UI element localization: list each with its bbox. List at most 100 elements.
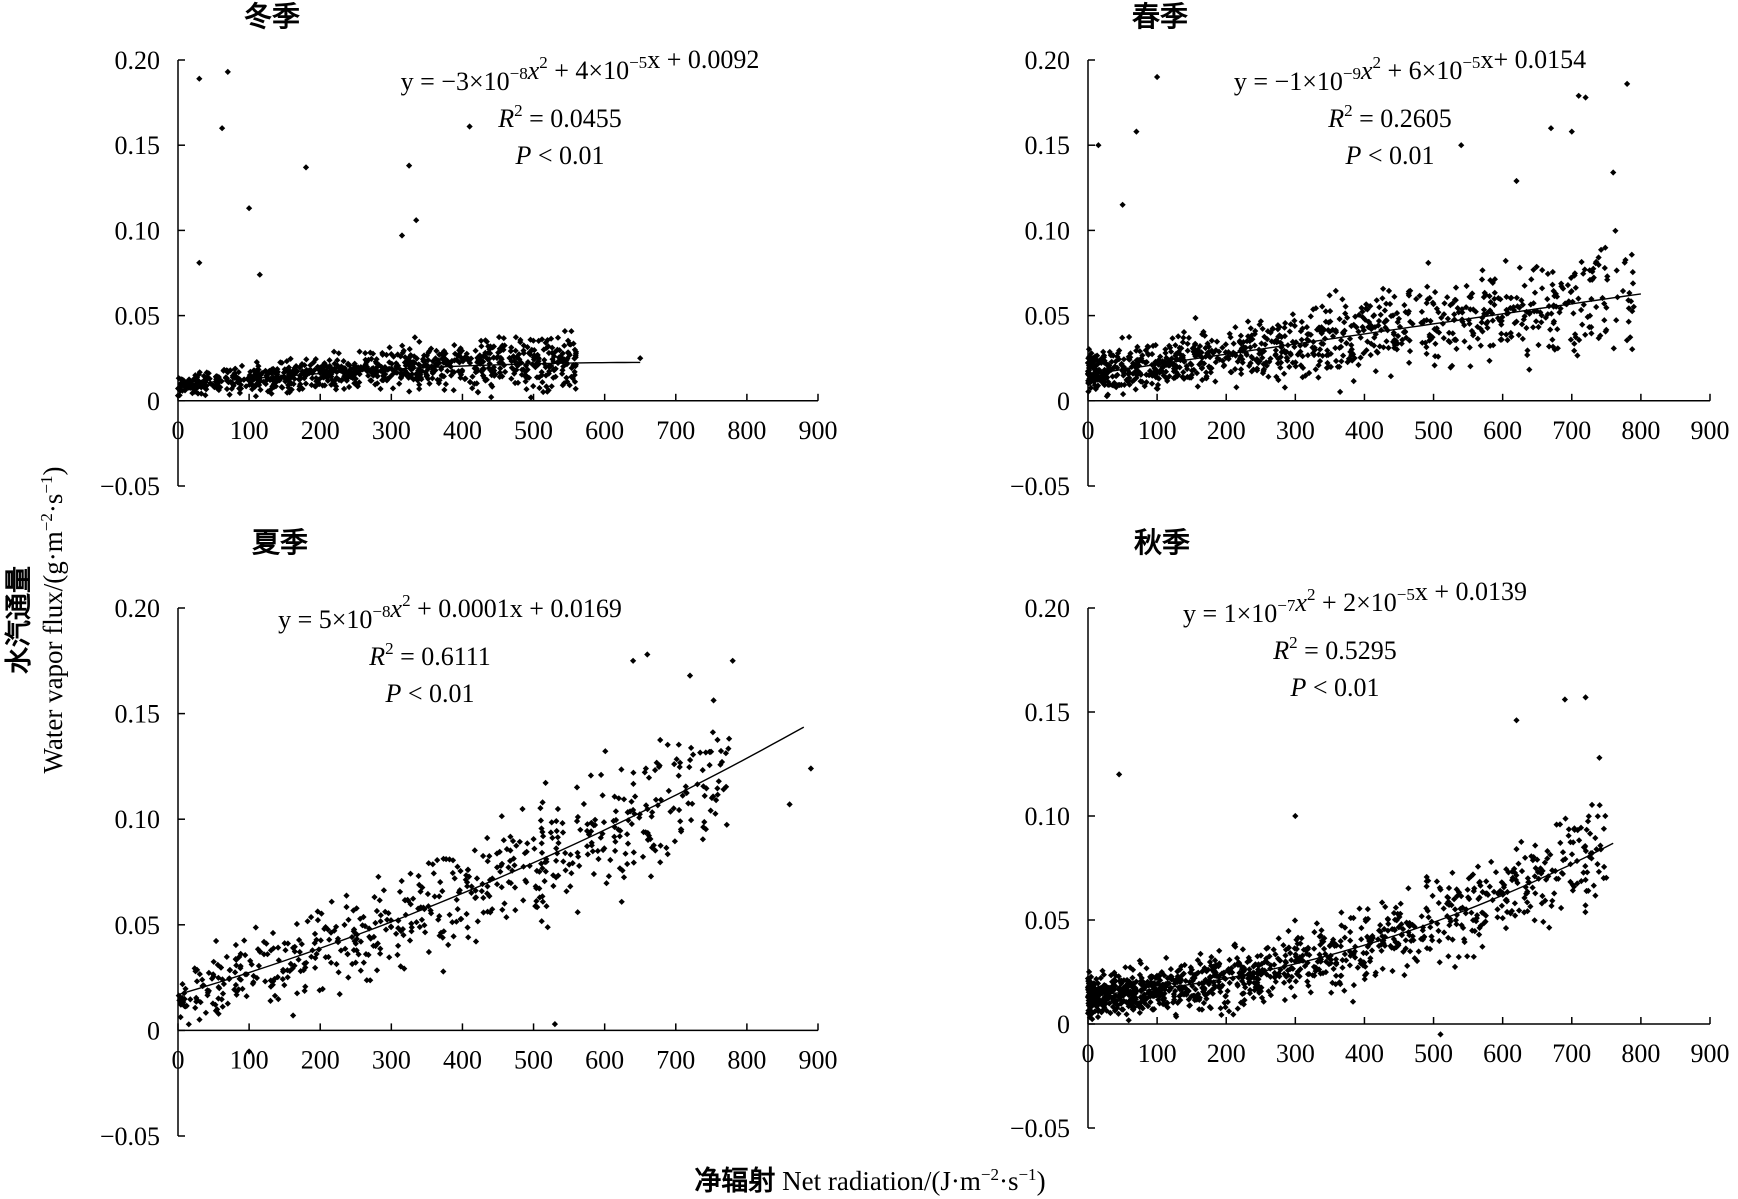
data-point xyxy=(1336,388,1344,396)
data-point xyxy=(1451,906,1459,913)
data-point xyxy=(472,347,479,354)
data-point xyxy=(630,849,637,856)
data-point xyxy=(554,805,562,813)
x-tick-label: 700 xyxy=(656,416,695,445)
data-point xyxy=(587,772,595,779)
data-point xyxy=(1404,962,1411,970)
data-point xyxy=(398,232,406,239)
data-point xyxy=(1192,314,1199,322)
data-point xyxy=(498,813,505,820)
data-point xyxy=(699,766,706,774)
data-point xyxy=(1475,931,1483,938)
data-point xyxy=(328,898,335,905)
data-point xyxy=(189,385,197,392)
data-point xyxy=(474,918,481,925)
data-point xyxy=(1511,319,1518,327)
x-tick-label: 800 xyxy=(1621,416,1660,445)
data-point xyxy=(1582,862,1589,870)
data-point xyxy=(418,916,426,923)
data-point xyxy=(631,793,639,800)
data-point xyxy=(362,349,369,357)
data-point xyxy=(394,942,402,949)
data-point xyxy=(223,953,230,961)
data-point xyxy=(1298,336,1305,343)
data-point xyxy=(1230,340,1237,347)
data-point xyxy=(1524,347,1531,354)
data-point xyxy=(1532,318,1540,325)
y-tick-label: 0.05 xyxy=(115,302,161,331)
data-point xyxy=(404,371,411,379)
data-point xyxy=(551,1020,559,1028)
data-point xyxy=(1286,363,1293,371)
data-point xyxy=(701,792,708,800)
data-point xyxy=(620,874,628,881)
data-point xyxy=(345,383,353,391)
data-point xyxy=(589,848,596,855)
y-tick-label: −0.05 xyxy=(100,1122,160,1151)
data-point xyxy=(665,787,672,795)
data-point xyxy=(580,800,588,808)
data-point xyxy=(199,976,206,983)
data-point xyxy=(351,360,358,367)
data-point xyxy=(256,271,263,278)
x-tick-label: 900 xyxy=(799,1045,838,1074)
data-point xyxy=(174,385,182,392)
data-point xyxy=(1377,921,1384,929)
x-tick-label: 800 xyxy=(727,1045,766,1074)
data-point xyxy=(723,821,730,828)
data-point xyxy=(1538,285,1546,292)
data-point xyxy=(327,959,335,966)
data-point xyxy=(539,799,546,806)
data-point xyxy=(1304,352,1312,359)
data-point xyxy=(1571,272,1578,279)
data-point xyxy=(493,881,501,888)
data-point xyxy=(345,974,352,981)
data-point xyxy=(1277,359,1285,366)
data-point xyxy=(357,967,364,974)
data-point xyxy=(1226,956,1233,964)
data-point xyxy=(1562,815,1569,822)
data-point xyxy=(537,804,544,812)
data-point xyxy=(302,380,310,387)
data-point xyxy=(524,840,531,847)
data-point xyxy=(416,381,423,388)
data-point xyxy=(1339,296,1346,303)
data-point xyxy=(689,751,697,758)
data-point xyxy=(1415,948,1422,955)
data-point xyxy=(521,367,528,374)
data-point xyxy=(326,357,333,364)
data-point xyxy=(1432,340,1439,347)
data-point xyxy=(1379,295,1386,302)
data-point xyxy=(332,386,340,393)
data-point xyxy=(1593,303,1600,311)
regression-equation: y = 1×10−7x2 + 2×10−5x + 0.0139 xyxy=(1183,577,1527,628)
data-point xyxy=(351,365,358,372)
data-point xyxy=(315,379,322,386)
data-point xyxy=(1592,260,1599,267)
data-point xyxy=(497,354,504,361)
data-point xyxy=(480,365,487,372)
data-point xyxy=(307,913,315,921)
data-point xyxy=(464,866,472,874)
data-point xyxy=(1488,858,1495,866)
data-point xyxy=(1502,924,1510,932)
data-point xyxy=(392,369,400,376)
data-point xyxy=(1568,128,1575,135)
y-tick-label: −0.05 xyxy=(100,472,160,501)
data-point xyxy=(373,360,380,367)
data-point xyxy=(1371,334,1378,341)
data-point xyxy=(786,801,793,808)
data-point xyxy=(1114,350,1122,357)
data-point xyxy=(481,374,488,382)
x-tick-label: 900 xyxy=(1691,416,1730,445)
data-point xyxy=(500,335,507,342)
y-tick-label: 0 xyxy=(147,1016,160,1045)
data-point xyxy=(1452,284,1460,291)
data-point xyxy=(1578,258,1585,266)
data-point xyxy=(416,338,423,345)
data-point xyxy=(463,910,470,918)
data-point xyxy=(1281,324,1288,331)
data-point xyxy=(1391,293,1398,300)
data-point xyxy=(522,372,530,379)
data-point xyxy=(464,924,471,931)
